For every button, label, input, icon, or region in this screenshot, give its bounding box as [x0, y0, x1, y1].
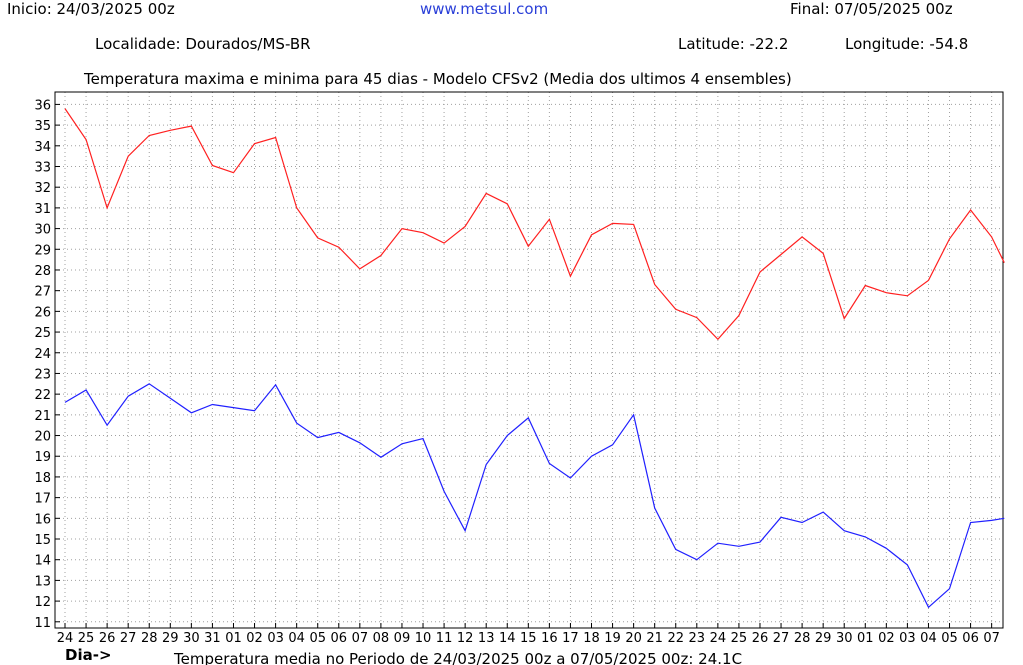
x-tick-label: 31	[204, 631, 221, 646]
y-tick-label: 15	[34, 533, 51, 548]
x-tick-label: 07	[352, 631, 369, 646]
x-tick-label: 10	[415, 631, 432, 646]
y-tick-label: 11	[34, 616, 51, 631]
x-tick-label: 13	[478, 631, 495, 646]
y-tick-label: 13	[34, 574, 51, 589]
mean-temperature-note: Temperatura media no Periodo de 24/03/20…	[173, 650, 742, 665]
x-tick-label: 27	[120, 631, 137, 646]
site-link[interactable]: www.metsul.com	[420, 0, 549, 18]
x-tick-label: 18	[583, 631, 600, 646]
axes: 24 25 26 27 28 29 30 31 01 02 03 04 05 06 07 08 09 10 11 12…	[34, 98, 999, 646]
latitude-label: Latitude: -22.2	[678, 35, 789, 53]
y-tick-label: 19	[34, 450, 51, 465]
min-temperature-line	[64, 383, 1005, 609]
x-tick-label: 11	[436, 631, 453, 646]
y-tick-label: 28	[34, 264, 51, 279]
x-axis-label: Dia->	[65, 646, 112, 664]
x-tick-label: 29	[162, 631, 179, 646]
x-tick-label: 27	[773, 631, 790, 646]
y-tick-label: 18	[34, 471, 51, 486]
y-tick-label: 27	[34, 285, 51, 300]
y-tick-label: 17	[34, 492, 51, 507]
y-tick-label: 31	[34, 202, 51, 217]
x-tick-label: 28	[794, 631, 811, 646]
y-tick-label: 26	[34, 305, 51, 320]
x-tick-label: 02	[246, 631, 263, 646]
y-tick-label: 16	[34, 512, 51, 527]
plot-frame	[54, 91, 1004, 629]
x-tick-label: 03	[267, 631, 284, 646]
x-tick-label: 01	[225, 631, 242, 646]
y-tick-label: 24	[34, 347, 51, 362]
x-tick-label: 24	[57, 631, 74, 646]
y-tick-label: 22	[34, 388, 51, 403]
y-tick-label: 34	[34, 140, 51, 155]
x-tick-label: 26	[99, 631, 116, 646]
max-temperature-line	[64, 108, 1005, 341]
series	[64, 108, 1005, 609]
x-tick-label: 01	[857, 631, 874, 646]
y-tick-label: 36	[34, 98, 51, 113]
x-tick-label: 05	[309, 631, 326, 646]
x-tick-label: 21	[646, 631, 663, 646]
location-label: Localidade: Dourados/MS-BR	[95, 35, 311, 53]
y-tick-label: 14	[34, 554, 51, 569]
x-tick-label: 29	[815, 631, 832, 646]
x-tick-label: 09	[394, 631, 411, 646]
y-tick-label: 35	[34, 119, 51, 134]
y-tick-label: 21	[34, 409, 51, 424]
x-tick-label: 20	[625, 631, 642, 646]
x-tick-label: 16	[541, 631, 558, 646]
x-tick-label: 03	[899, 631, 916, 646]
longitude-label: Longitude: -54.8	[845, 35, 969, 53]
x-tick-label: 25	[731, 631, 748, 646]
x-tick-label: 19	[604, 631, 621, 646]
x-tick-label: 04	[288, 631, 305, 646]
x-tick-label: 24	[710, 631, 727, 646]
x-tick-label: 02	[878, 631, 895, 646]
start-date-label: Inicio: 24/03/2025 00z	[7, 0, 175, 18]
x-tick-label: 08	[373, 631, 390, 646]
x-tick-label: 05	[941, 631, 958, 646]
x-tick-label: 23	[689, 631, 706, 646]
x-tick-label: 17	[562, 631, 579, 646]
x-tick-label: 07	[983, 631, 1000, 646]
x-tick-label: 15	[520, 631, 537, 646]
y-tick-label: 12	[34, 595, 51, 610]
x-tick-label: 06	[962, 631, 979, 646]
x-tick-label: 12	[457, 631, 474, 646]
y-tick-label: 23	[34, 367, 51, 382]
x-tick-label: 22	[667, 631, 684, 646]
grid	[55, 92, 1003, 628]
end-date-label: Final: 07/05/2025 00z	[790, 0, 953, 18]
chart-title: Temperatura maxima e minima para 45 dias…	[84, 70, 792, 88]
x-tick-label: 30	[183, 631, 200, 646]
y-tick-label: 32	[34, 181, 51, 196]
y-tick-label: 25	[34, 326, 51, 341]
y-tick-label: 33	[34, 161, 51, 176]
y-tick-label: 30	[34, 223, 51, 238]
x-tick-label: 06	[331, 631, 348, 646]
x-tick-label: 30	[836, 631, 853, 646]
x-tick-label: 28	[141, 631, 158, 646]
x-tick-label: 25	[78, 631, 95, 646]
y-tick-label: 20	[34, 430, 51, 445]
x-tick-label: 04	[920, 631, 937, 646]
y-tick-label: 29	[34, 243, 51, 258]
x-tick-label: 26	[752, 631, 769, 646]
x-tick-label: 14	[499, 631, 516, 646]
